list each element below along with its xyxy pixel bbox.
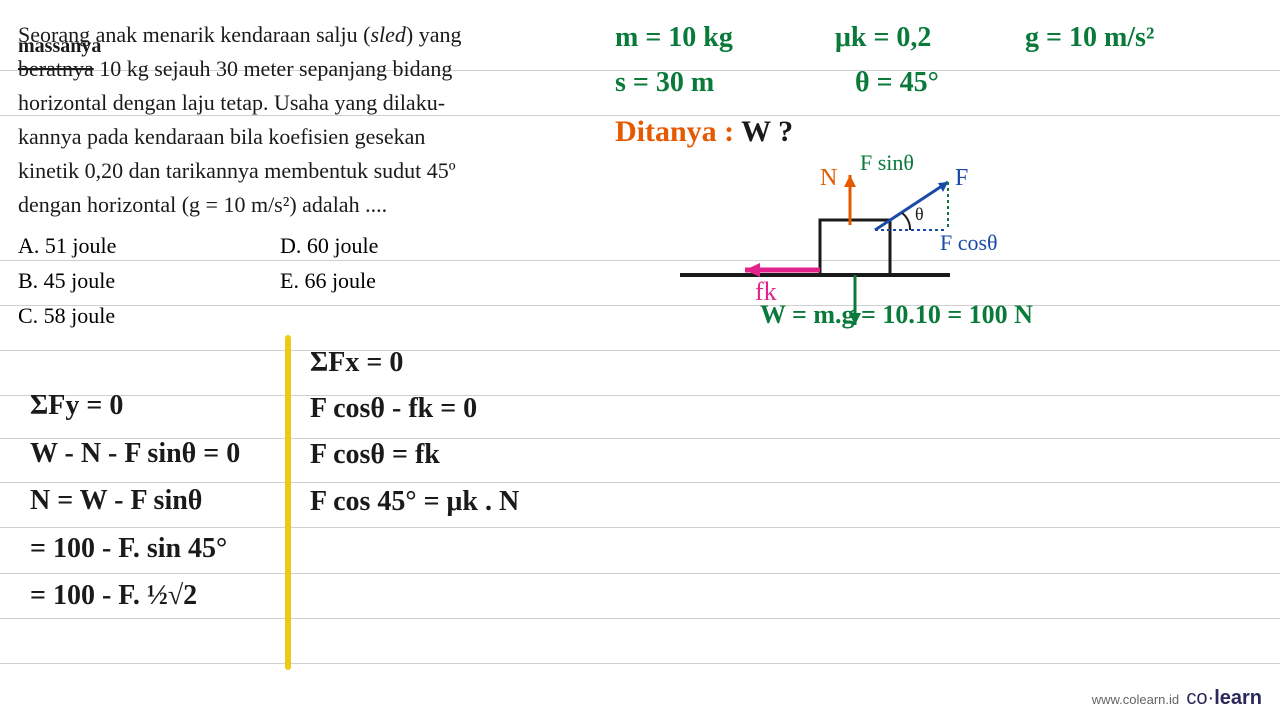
wr3: F cosθ = fk [310,432,519,478]
wl5: = 100 - F. ½√2 [30,572,240,620]
problem-strike: beratnya [18,56,94,81]
problem-line1b: ) yang [406,22,462,47]
wr4: F cos 45° = μk . N [310,479,519,525]
correction-text: massanya [18,35,101,58]
footer-brand: co·learn [1186,687,1262,709]
diagram-theta-label: θ [915,204,924,224]
problem-line4: kinetik 0,20 dan tarikannya membentuk su… [18,158,456,183]
problem-line3a: horizontal dengan laju tetap. Usaha yang… [18,90,445,115]
given-s: s = 30 m [615,67,714,99]
ditanya: Ditanya : W ? [615,115,793,149]
diagram-fcos-label: F cosθ [940,230,998,255]
work-sumFx: ΣFx = 0 F cosθ - fk = 0 F cosθ = fk F co… [310,340,519,525]
yellow-divider [285,335,291,670]
choices-col1: A. 51 joule B. 45 joule C. 58 joule [18,228,116,334]
footer-url: www.colearn.id [1092,692,1179,707]
wl2: W - N - F sinθ = 0 [30,430,240,478]
choice-b: B. 45 joule [18,263,116,298]
given-g: g = 10 m/s² [1025,22,1154,54]
choices-col2: D. 60 joule E. 66 joule [280,228,378,298]
choice-a: A. 51 joule [18,228,116,263]
footer: www.colearn.id co·learn [1092,687,1262,710]
problem-line5: dengan horizontal (g = 10 m/s²) adalah .… [18,192,387,217]
ditanya-value: W ? [741,115,793,148]
problem-italic: sled [370,22,405,47]
diagram-F-label: F [955,165,968,191]
wl3: N = W - F sinθ [30,477,240,525]
wr1: ΣFx = 0 [310,340,519,386]
problem-line3: kannya pada kendaraan bila koefisien ges… [18,124,425,149]
wl1: ΣFy = 0 [30,382,240,430]
given-mu: μk = 0,2 [835,22,931,54]
choice-e: E. 66 joule [280,263,378,298]
diagram-fsin-label: F sinθ [860,150,914,175]
choice-d: D. 60 joule [280,228,378,263]
wl4: = 100 - F. sin 45° [30,525,240,573]
problem-text: Seorang anak menarik kendaraan salju (sl… [18,18,578,223]
wr2: F cosθ - fk = 0 [310,386,519,432]
diagram-N-label: N [820,165,837,191]
ditanya-label: Ditanya : [615,115,734,148]
work-sumFy: ΣFy = 0 W - N - F sinθ = 0 N = W - F sin… [30,382,240,620]
problem-line2: 10 kg sejauh 30 meter sepanjang bidang [99,56,452,81]
given-theta: θ = 45° [855,67,939,99]
choice-c: C. 58 joule [18,298,116,333]
given-m: m = 10 kg [615,22,733,54]
weight-equation: W = m.g = 10.10 = 100 N [760,300,1033,330]
